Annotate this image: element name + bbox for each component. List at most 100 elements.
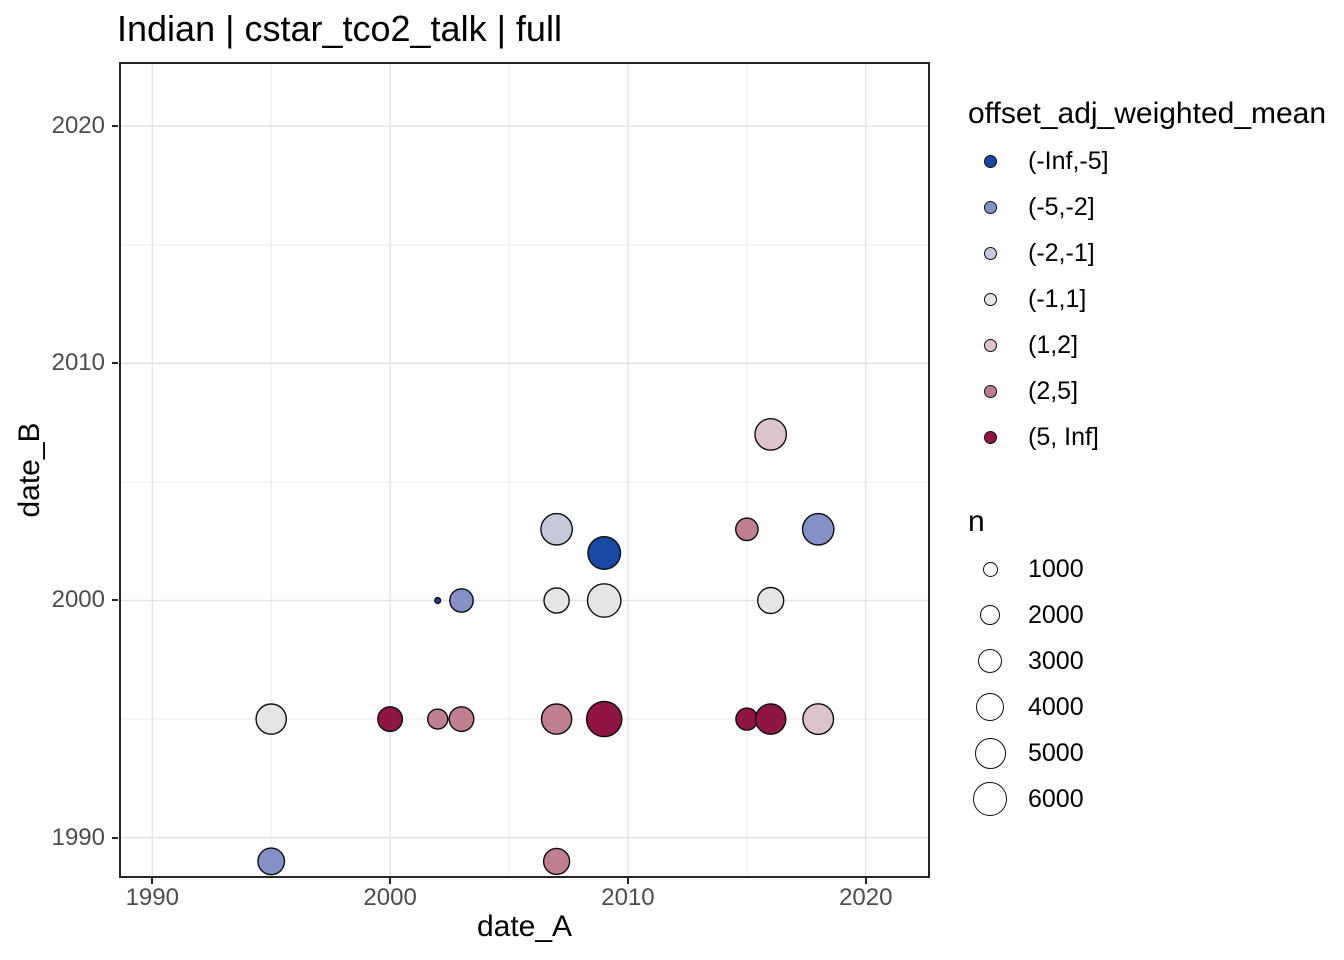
data-point <box>754 417 788 451</box>
legend-label: (5, Inf] <box>1028 422 1099 451</box>
data-point <box>585 700 623 738</box>
y-tick-mark <box>112 125 118 128</box>
size-legend-entry: 1000 <box>955 546 1340 592</box>
legend-key <box>968 139 1012 183</box>
size-legend-entry: 3000 <box>955 638 1340 684</box>
y-tick-mark <box>112 599 118 602</box>
legend-label: 1000 <box>1028 554 1084 583</box>
legend-key <box>968 323 1012 367</box>
data-point <box>735 517 759 542</box>
color-legend-entry: (-1,1] <box>955 276 1340 322</box>
chart-title: Indian | cstar_tco2_talk | full <box>117 8 562 49</box>
size-legend-entry: 6000 <box>955 776 1340 822</box>
legend-label: (-5,-2] <box>1028 192 1095 221</box>
legend-label: (2,5] <box>1028 376 1079 405</box>
y-tick-label: 1990 <box>51 823 105 851</box>
data-point <box>427 708 449 730</box>
data-point <box>257 847 286 876</box>
legend-color-dot-icon <box>983 292 997 306</box>
y-axis-title: date_B <box>13 422 46 518</box>
x-tick-label: 1990 <box>125 884 179 911</box>
legend-size-circle-icon <box>982 561 998 577</box>
y-tick-label: 2020 <box>51 112 105 140</box>
x-tick-label: 2000 <box>363 884 417 911</box>
color-legend: offset_adj_weighted_mean (-Inf,-5] (-5,-2… <box>955 94 1340 460</box>
legend-key <box>968 685 1012 729</box>
legend-label: 5000 <box>1028 738 1084 767</box>
legend-size-circle-icon <box>979 604 1001 626</box>
y-tick-label: 2010 <box>51 349 105 377</box>
data-point <box>735 707 759 731</box>
legend-key <box>968 639 1012 683</box>
legend-size-circle-icon <box>976 693 1004 721</box>
y-tick-mark <box>112 836 118 839</box>
legend-key <box>968 369 1012 413</box>
plot-panel <box>119 62 930 878</box>
legend-label: 2000 <box>1028 600 1084 629</box>
size-legend-entry: 4000 <box>955 684 1340 730</box>
legend-color-dot-icon <box>983 200 997 214</box>
legend-size-circle-icon <box>973 782 1007 816</box>
size-legend-entry: 2000 <box>955 592 1340 638</box>
data-point <box>255 703 287 735</box>
x-tick-mark <box>151 878 154 884</box>
size-legend-title: n <box>968 505 985 538</box>
x-tick-label: 2010 <box>601 884 655 911</box>
data-point <box>434 596 442 605</box>
x-tick-mark <box>864 878 867 884</box>
y-tick-mark <box>112 362 118 365</box>
legend-key <box>968 185 1012 229</box>
legend-label: (-2,-1] <box>1028 238 1095 267</box>
color-legend-entry: (5, Inf] <box>955 414 1340 460</box>
legend-label: 6000 <box>1028 784 1084 813</box>
legend-key <box>968 277 1012 321</box>
data-point <box>757 586 785 615</box>
panel-border <box>119 62 930 878</box>
legend-color-dot-icon <box>983 338 997 352</box>
data-point <box>540 512 573 546</box>
legend-label: (1,2] <box>1028 330 1079 359</box>
legend-label: (-Inf,-5] <box>1028 146 1109 175</box>
x-tick-mark <box>626 878 629 884</box>
legend-key <box>968 231 1012 275</box>
data-point <box>587 536 622 571</box>
data-point <box>449 588 474 613</box>
data-point <box>377 706 404 733</box>
legend-color-dot-icon <box>983 246 997 260</box>
legend-key <box>968 415 1012 459</box>
data-point <box>540 703 573 735</box>
legend-label: (-1,1] <box>1028 284 1087 313</box>
size-legend-entry: 5000 <box>955 730 1340 776</box>
legend-label: 4000 <box>1028 692 1084 721</box>
color-legend-entry: (2,5] <box>955 368 1340 414</box>
legend-size-circle-icon <box>974 737 1006 769</box>
legend-label: 3000 <box>1028 646 1084 675</box>
legend-key <box>968 777 1012 821</box>
color-legend-title: offset_adj_weighted_mean <box>968 97 1327 130</box>
legend-key <box>968 547 1012 591</box>
legend-key <box>968 731 1012 775</box>
data-point <box>801 512 835 546</box>
x-tick-label: 2020 <box>839 884 893 911</box>
legend-color-dot-icon <box>983 384 997 398</box>
x-axis-title: date_A <box>476 910 573 943</box>
color-legend-entry: (1,2] <box>955 322 1340 368</box>
data-point <box>754 703 787 735</box>
data-point <box>542 847 571 876</box>
size-legend: n 1000 2000 3000 4000 5000 6000 <box>955 502 1340 822</box>
data-point <box>586 583 622 618</box>
data-point <box>543 587 570 614</box>
color-legend-entries: (-Inf,-5] (-5,-2] (-2,-1] (-1,1] (1,2] (2,5] (… <box>955 138 1340 460</box>
y-tick-label: 2000 <box>51 586 105 614</box>
color-legend-entry: (-2,-1] <box>955 230 1340 276</box>
legend-size-circle-icon <box>977 648 1003 674</box>
legend-key <box>968 593 1012 637</box>
legend-panel: offset_adj_weighted_mean (-Inf,-5] (-5,-2… <box>955 94 1340 822</box>
size-legend-entries: 1000 2000 3000 4000 5000 6000 <box>955 546 1340 822</box>
color-legend-entry: (-5,-2] <box>955 184 1340 230</box>
data-point <box>802 703 835 736</box>
legend-color-dot-icon <box>983 154 997 168</box>
legend-color-dot-icon <box>983 430 997 444</box>
data-point <box>448 706 475 733</box>
